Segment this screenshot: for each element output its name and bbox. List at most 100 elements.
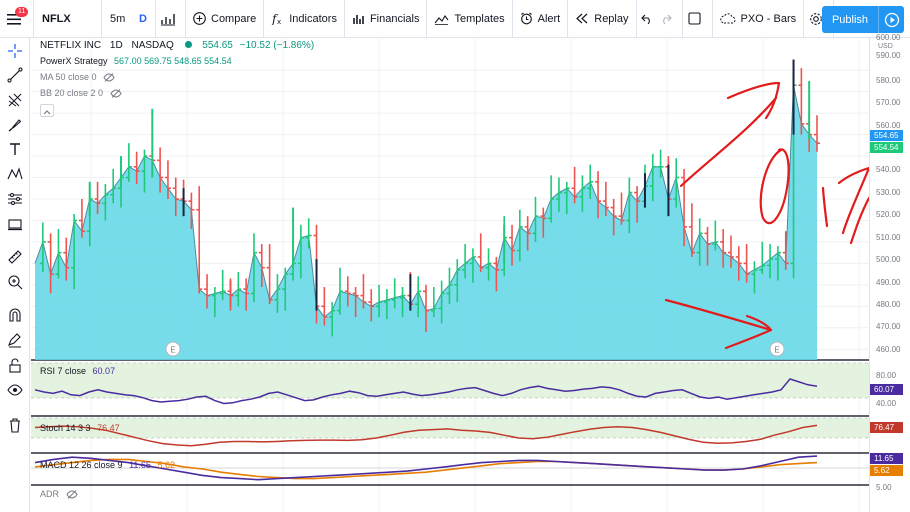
rewind-icon [576,13,588,24]
layout-selector[interactable]: PXO - Bars [713,0,805,38]
strategy-values: 567.00 569.75 548.65 554.54 [114,56,232,66]
ohlc-bar [493,256,500,292]
rsi-legend[interactable]: RSI 7 close 60.07 [40,366,115,376]
stay-in-drawing-tool[interactable] [4,329,26,351]
publish-button[interactable]: Publish [822,6,878,33]
bar-chart-style-icon [161,13,175,25]
crosshair-tool[interactable] [4,40,26,62]
earnings-marker-label: E [170,346,175,355]
rsi-tick: 40.00 [876,399,897,408]
replay-button[interactable]: Replay [568,0,637,38]
stoch-label: Stoch 14 3 3 [40,423,91,433]
ohlc-bar [462,244,469,279]
ohlc-bar [735,246,742,281]
ohlc-bar [297,224,304,279]
fullscreen-select-button[interactable] [683,0,713,38]
ohlc-bar [563,181,570,215]
magnet-tool[interactable] [4,304,26,326]
adr-legend[interactable]: ADR [40,489,78,499]
ohlc-bar [329,302,336,337]
brush-icon [8,119,22,132]
ohlc-bar [78,199,85,238]
annotation-digit-seven [837,166,869,235]
eye-slash-icon[interactable] [65,490,78,499]
symbol-search-button[interactable]: NFLX [34,0,102,38]
strategy-price-tag: 554.54 [870,142,903,153]
interval-button[interactable]: 5m D [102,0,156,38]
alert-button[interactable]: Alert [513,0,569,38]
interval-dropdown[interactable]: D [139,12,147,25]
chart-style-button[interactable] [156,0,186,38]
ohlc-bar [211,287,218,318]
stoch-legend[interactable]: Stoch 14 3 3 76.47 [40,423,120,433]
brush-tool[interactable] [4,114,26,136]
stoch-band [31,418,869,438]
crosshair-icon [8,44,22,58]
forecast-tool[interactable] [4,188,26,210]
annotation-digit-zero [759,148,790,225]
ohlc-bar [696,218,703,266]
price-tick: 580.00 [876,76,901,85]
ohlc-bar [360,274,367,309]
ohlc-bar [524,216,531,251]
eye-slash-icon[interactable] [109,89,122,98]
pattern-tool[interactable] [4,163,26,185]
financials-label: Financials [369,12,420,25]
price-tick: 520.00 [876,210,901,219]
main-menu-button[interactable]: 11 [0,0,34,38]
hide-drawings-tool[interactable] [4,379,26,401]
zoom-in-icon [8,275,23,290]
main-legend[interactable]: NETFLIX INC 1D NASDAQ 554.65 −10.52 (−1.… [40,40,314,51]
stoch-tag: 76.47 [870,422,903,433]
ohlc-bar [352,287,359,318]
ma-legend[interactable]: MA 50 close 0 [40,72,115,82]
ohlc-bar [102,183,109,221]
lock-tool[interactable] [4,354,26,376]
play-button[interactable] [878,6,904,33]
bb-legend[interactable]: BB 20 close 2 0 [40,88,122,98]
strategy-legend[interactable]: PowerX Strategy 567.00 569.75 548.65 554… [40,56,232,66]
ohlc-bar [712,220,719,251]
fib-tool[interactable] [4,89,26,111]
macd-legend[interactable]: MACD 12 26 close 9 11.65 5.62 [40,460,175,470]
trendline-tool[interactable] [4,64,26,86]
undo-icon[interactable] [641,14,653,24]
symbol-title: NETFLIX INC [40,40,102,51]
price-tick: 600.00 [876,33,901,42]
price-scale[interactable]: USD 600.00 590.00 580.00 570.00 560.00 5… [869,33,910,512]
templates-button[interactable]: Templates [427,0,513,38]
compare-button[interactable]: Compare [186,0,265,38]
icon-tool[interactable] [4,213,26,235]
ohlc-bar [235,271,242,307]
ohlc-bar [673,158,680,208]
earnings-marker[interactable]: E [769,341,785,357]
interval-label: 5m [110,12,126,25]
alert-label: Alert [537,12,561,25]
financials-button[interactable]: Financials [345,0,428,38]
collapse-legend-button[interactable] [40,104,54,117]
text-tool[interactable] [4,138,26,160]
rsi-pane [34,378,818,405]
ohlc-bar [55,229,62,279]
ohlc-bar [759,241,766,275]
ohlc-bar [704,226,711,266]
zoom-tool[interactable] [4,271,26,293]
remove-drawings-tool[interactable] [4,414,26,436]
eye-slash-icon[interactable] [103,73,115,82]
measure-tool[interactable] [4,246,26,268]
chart-area[interactable]: E E NETFLIX INC 1D NASDAQ 554.65 −10.52 … [31,38,869,512]
price-tick: 480.00 [876,300,901,309]
redo-icon[interactable] [660,14,672,24]
ohlc-bar [204,274,211,309]
ohlc-bar [446,267,453,305]
ohlc-bar [634,186,641,223]
ohlc-bar [243,278,250,311]
ohlc-bar [188,192,195,230]
chart-canvas[interactable]: E E [31,38,869,512]
earnings-marker[interactable]: E [165,341,181,357]
ohlc-bar [587,164,594,199]
bb-label: BB 20 close 2 0 [40,88,104,98]
ohlc-bar [774,246,781,281]
annotation-percent-sign [849,196,869,245]
